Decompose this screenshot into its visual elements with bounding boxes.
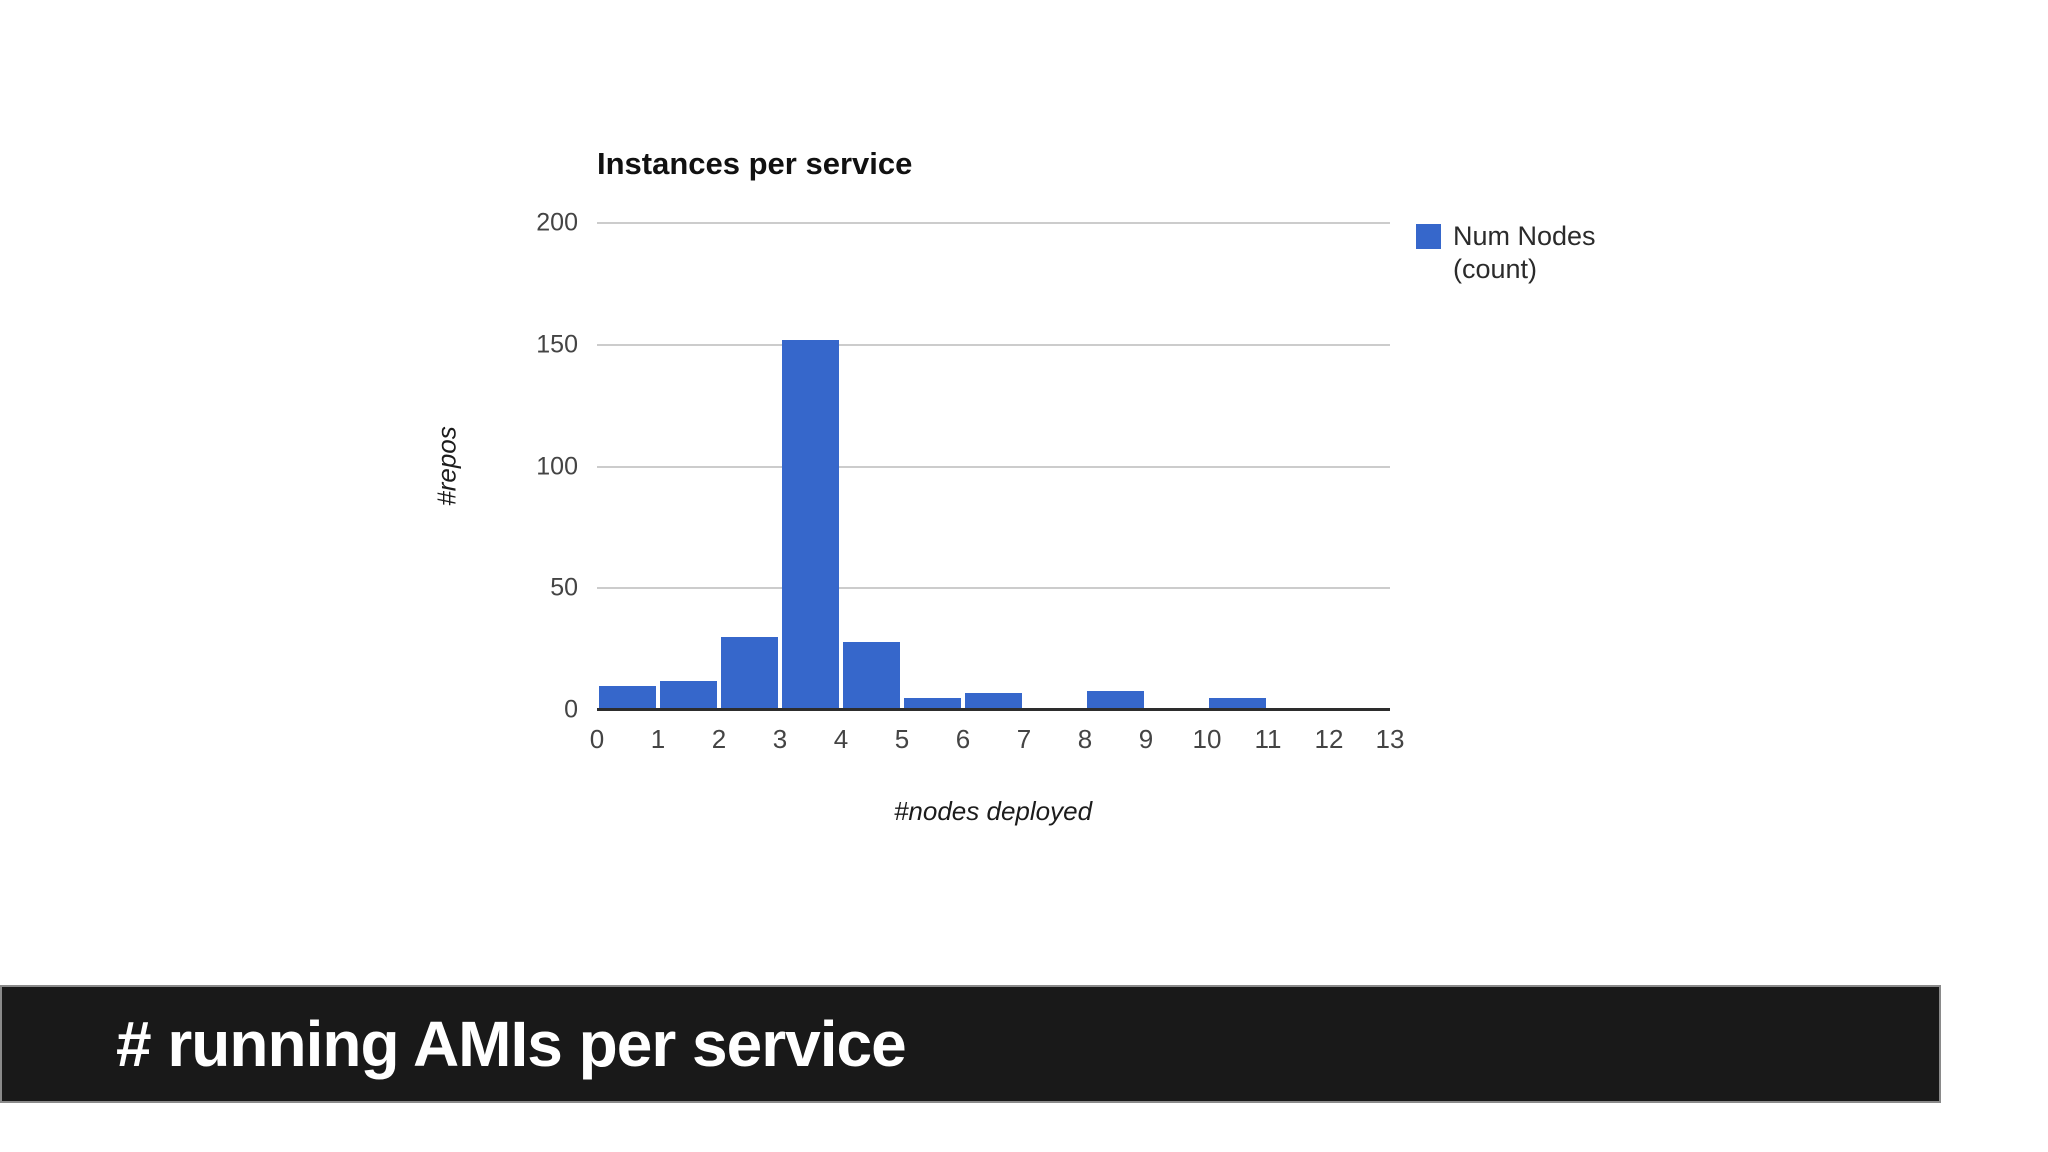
- x-tick-label-3: 3: [772, 724, 788, 754]
- bar-bin-5-6: [904, 697, 961, 710]
- bar-bin-4-5: [843, 641, 900, 710]
- bar-bin-6-7: [965, 692, 1022, 710]
- bar-bin-0-1: [599, 685, 656, 710]
- y-tick-label-0: 0: [564, 695, 578, 724]
- x-tick-label-7: 7: [1016, 724, 1032, 754]
- x-tick-label-2: 2: [711, 724, 727, 754]
- y-tick-label-100: 100: [536, 452, 578, 480]
- gridline-y-200: [597, 222, 1390, 224]
- x-tick-label-10: 10: [1192, 724, 1222, 754]
- caption-banner: # running AMIs per service: [0, 985, 1941, 1103]
- legend-label-line1: Num Nodes: [1453, 221, 1596, 251]
- chart-title: Instances per service: [597, 146, 913, 181]
- bar-bin-1-2: [660, 680, 717, 710]
- x-tick-label-8: 8: [1077, 724, 1093, 754]
- gridline-y-150: [597, 343, 1390, 346]
- x-tick-label-5: 5: [894, 724, 910, 754]
- legend-series-marker: [1416, 224, 1441, 249]
- bar-bin-10-11: [1209, 697, 1266, 710]
- x-axis-title: #nodes deployed: [893, 796, 1093, 826]
- x-tick-label-12: 12: [1314, 724, 1344, 754]
- x-axis-line: [597, 708, 1390, 711]
- bar-bin-8-9: [1087, 690, 1144, 710]
- bar-bin-12-13: [1331, 707, 1388, 710]
- legend-label: Num Nodes (count): [1453, 220, 1596, 286]
- y-tick-label-50: 50: [550, 573, 578, 602]
- x-tick-label-6: 6: [955, 724, 971, 754]
- x-tick-label-9: 9: [1138, 724, 1154, 754]
- y-tick-label-150: 150: [536, 330, 578, 359]
- bar-bin-7-8: [1026, 707, 1083, 710]
- bar-bin-3-4: [782, 339, 839, 710]
- gridline-y-50: [597, 587, 1390, 590]
- x-tick-label-11: 11: [1254, 724, 1282, 754]
- legend-label-line2: (count): [1453, 254, 1538, 284]
- x-tick-label-13: 13: [1375, 724, 1405, 754]
- caption-banner-title: # running AMIs per service: [116, 1008, 907, 1080]
- x-tick-label-0: 0: [589, 724, 605, 754]
- gridline-y-100: [597, 465, 1390, 468]
- y-tick-label-200: 200: [536, 208, 578, 237]
- y-axis-title: #repos: [431, 426, 462, 506]
- x-tick-label-1: 1: [650, 724, 666, 754]
- x-tick-label-4: 4: [833, 724, 849, 754]
- bar-bin-9-10: [1148, 707, 1205, 710]
- bar-bin-2-3: [721, 636, 778, 710]
